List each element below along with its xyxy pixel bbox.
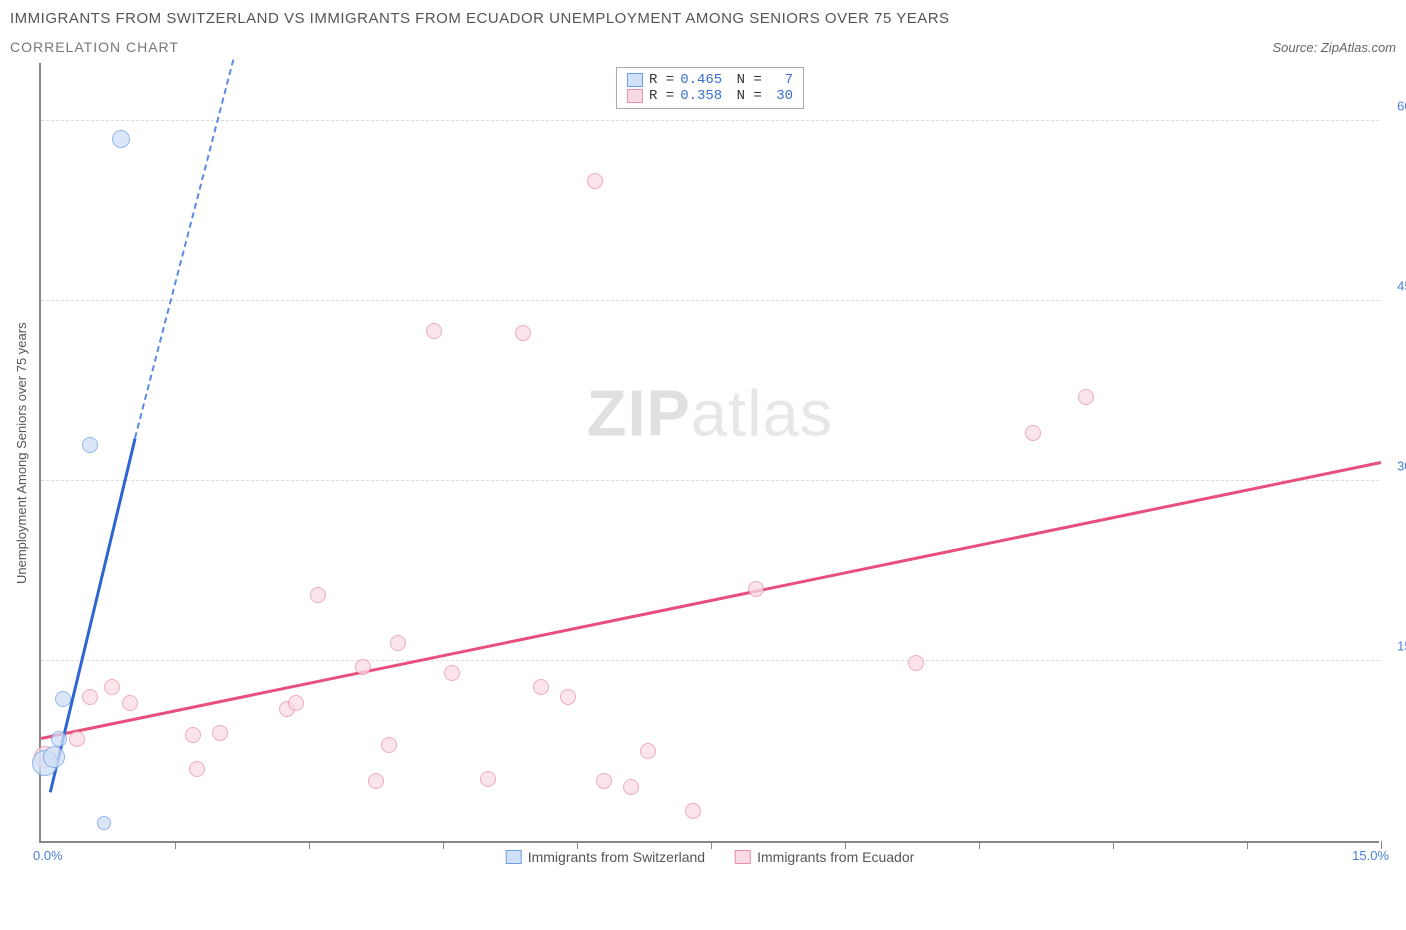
header: IMMIGRANTS FROM SWITZERLAND VS IMMIGRANT…	[10, 10, 1396, 55]
data-point-ecuador	[122, 695, 138, 711]
legend-label: Immigrants from Ecuador	[757, 849, 914, 865]
x-tick	[979, 841, 980, 849]
correlation-legend: R = 0.465 N = 7 R = 0.358 N = 30	[616, 67, 804, 109]
y-tick-label: 60.0%	[1397, 99, 1406, 114]
data-point-ecuador	[1025, 425, 1041, 441]
data-point-ecuador	[310, 587, 326, 603]
data-point-switzerland	[82, 437, 98, 453]
n-value-ecuador: 30	[768, 88, 793, 104]
data-point-ecuador	[515, 325, 531, 341]
x-max-label: 15.0%	[1352, 848, 1389, 863]
legend-row-switzerland: R = 0.465 N = 7	[627, 72, 793, 88]
data-point-ecuador	[640, 743, 656, 759]
swatch-switzerland	[506, 850, 522, 864]
y-axis-label: Unemployment Among Seniors over 75 years	[10, 63, 33, 843]
r-value-switzerland: 0.465	[680, 72, 722, 88]
data-point-switzerland	[97, 816, 111, 830]
x-tick	[577, 841, 578, 849]
swatch-ecuador	[627, 89, 643, 103]
data-point-ecuador	[104, 679, 120, 695]
data-point-ecuador	[596, 773, 612, 789]
chart-subtitle: CORRELATION CHART	[10, 39, 179, 55]
scatter-plot: ZIPatlas R = 0.465 N = 7 R = 0.358 N = 3…	[39, 63, 1379, 843]
swatch-ecuador	[735, 850, 751, 864]
gridline	[41, 480, 1379, 481]
x-origin-label: 0.0%	[33, 848, 63, 863]
data-point-ecuador	[1078, 389, 1094, 405]
x-tick	[845, 841, 846, 849]
y-tick-label: 30.0%	[1397, 459, 1406, 474]
data-point-ecuador	[368, 773, 384, 789]
x-tick	[175, 841, 176, 849]
data-point-ecuador	[623, 779, 639, 795]
n-label: N =	[728, 72, 762, 88]
gridline	[41, 120, 1379, 121]
data-point-ecuador	[908, 655, 924, 671]
r-label: R =	[649, 88, 674, 104]
n-value-switzerland: 7	[768, 72, 793, 88]
data-point-ecuador	[685, 803, 701, 819]
data-point-ecuador	[426, 323, 442, 339]
x-tick	[309, 841, 310, 849]
swatch-switzerland	[627, 73, 643, 87]
x-tick	[1113, 841, 1114, 849]
x-tick	[1247, 841, 1248, 849]
gridline	[41, 300, 1379, 301]
data-point-ecuador	[480, 771, 496, 787]
trend-line-extrapolated	[134, 60, 234, 439]
data-point-ecuador	[355, 659, 371, 675]
watermark: ZIPatlas	[587, 376, 833, 451]
data-point-ecuador	[587, 173, 603, 189]
x-tick	[1381, 841, 1382, 849]
data-point-ecuador	[288, 695, 304, 711]
gridline	[41, 660, 1379, 661]
legend-item-switzerland: Immigrants from Switzerland	[506, 849, 705, 865]
series-legend: Immigrants from Switzerland Immigrants f…	[506, 849, 915, 865]
y-tick-label: 15.0%	[1397, 639, 1406, 654]
x-tick	[443, 841, 444, 849]
data-point-ecuador	[212, 725, 228, 741]
legend-item-ecuador: Immigrants from Ecuador	[735, 849, 914, 865]
r-label: R =	[649, 72, 674, 88]
trend-line	[41, 461, 1382, 739]
data-point-ecuador	[69, 731, 85, 747]
r-value-ecuador: 0.358	[680, 88, 722, 104]
chart-container: Unemployment Among Seniors over 75 years…	[10, 63, 1396, 843]
data-point-switzerland	[43, 746, 65, 768]
n-label: N =	[728, 88, 762, 104]
y-tick-label: 45.0%	[1397, 279, 1406, 294]
x-tick	[711, 841, 712, 849]
legend-row-ecuador: R = 0.358 N = 30	[627, 88, 793, 104]
chart-title: IMMIGRANTS FROM SWITZERLAND VS IMMIGRANT…	[10, 10, 1396, 27]
source-attribution: Source: ZipAtlas.com	[1272, 40, 1396, 55]
data-point-switzerland	[112, 130, 130, 148]
data-point-ecuador	[82, 689, 98, 705]
data-point-ecuador	[185, 727, 201, 743]
data-point-ecuador	[748, 581, 764, 597]
data-point-ecuador	[390, 635, 406, 651]
data-point-ecuador	[533, 679, 549, 695]
data-point-ecuador	[444, 665, 460, 681]
data-point-ecuador	[381, 737, 397, 753]
data-point-switzerland	[51, 731, 67, 747]
data-point-switzerland	[55, 691, 71, 707]
legend-label: Immigrants from Switzerland	[528, 849, 705, 865]
data-point-ecuador	[560, 689, 576, 705]
data-point-ecuador	[189, 761, 205, 777]
